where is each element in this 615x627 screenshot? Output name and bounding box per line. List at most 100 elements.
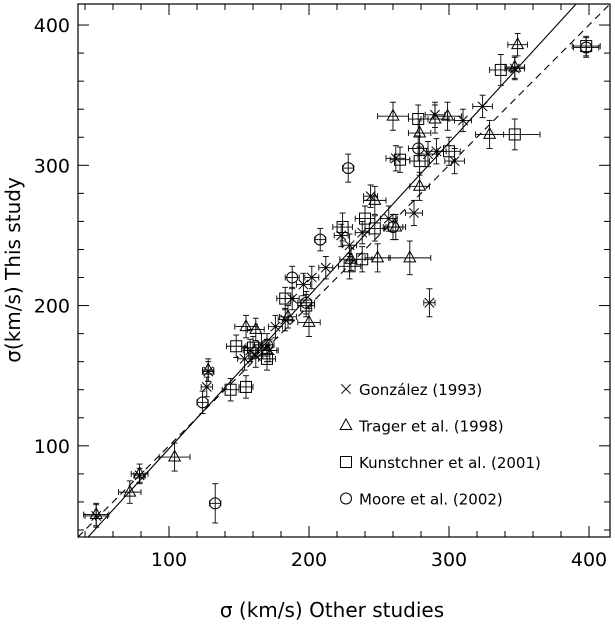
data-point-triangle	[368, 192, 382, 205]
data-point-triangle	[508, 59, 522, 72]
x-tick-label: 200	[291, 549, 327, 571]
data-point-cross	[431, 146, 442, 157]
y-tick-label: 300	[34, 155, 70, 177]
data-point-square	[300, 299, 313, 312]
data-point-cross	[424, 297, 435, 308]
data-point-triangle	[386, 108, 400, 121]
plot-frame	[77, 3, 611, 538]
data-markers	[89, 37, 593, 521]
data-point-triangle	[249, 321, 263, 334]
data-point-square	[412, 113, 425, 126]
y-tick-label: 100	[34, 436, 70, 458]
legend-marker-square	[340, 456, 352, 468]
error-bar	[314, 227, 327, 252]
data-point-triangle	[302, 314, 316, 327]
error-bar	[284, 265, 300, 290]
x-axis-title: σ (km/s) Other studies	[220, 598, 444, 622]
data-point-cross	[357, 227, 368, 238]
data-point-cross	[270, 321, 281, 332]
data-point-triangle	[428, 111, 442, 124]
data-point-triangle	[281, 309, 295, 322]
data-point-square	[230, 340, 243, 353]
error-bar	[377, 101, 409, 131]
error-bar	[238, 375, 254, 399]
data-point-cross	[449, 156, 460, 167]
x-tick-label: 100	[151, 549, 187, 571]
legend-label: Trager et al. (1998)	[358, 418, 504, 436]
data-point-triangle	[510, 37, 525, 50]
data-point-cross	[344, 240, 355, 251]
error-bar	[388, 240, 432, 276]
data-point-square	[279, 292, 292, 305]
y-tick-label: 200	[34, 296, 70, 318]
data-point-circle	[286, 271, 299, 284]
data-point-square	[413, 155, 426, 168]
legend-label: Kunstchner et al. (2001)	[359, 454, 541, 472]
data-point-square	[443, 145, 455, 158]
data-point-cross	[365, 191, 376, 202]
error-bar	[337, 253, 362, 280]
error-bar	[246, 317, 265, 342]
data-point-triangle	[412, 178, 427, 191]
data-point-cross	[280, 314, 291, 325]
error-bar	[433, 101, 463, 131]
data-point-circle	[387, 221, 399, 234]
error-bar	[507, 33, 528, 57]
y-axis-title: σ(km/s) This study	[1, 177, 25, 363]
data-point-square	[261, 352, 273, 365]
data-point-cross	[306, 272, 317, 283]
data-point-circle	[342, 162, 355, 175]
data-point-triangle	[167, 449, 182, 462]
legend-label: González (1993)	[359, 381, 482, 399]
data-point-square	[336, 221, 349, 234]
data-point-circle	[580, 41, 593, 54]
data-point-triangle	[482, 126, 497, 139]
error-bar	[83, 502, 110, 527]
error-bar	[489, 118, 541, 151]
data-point-square	[508, 128, 521, 141]
x-tick-label: 300	[431, 549, 467, 571]
data-point-square	[359, 212, 371, 225]
data-point-cross	[320, 262, 331, 273]
legend: González (1993) Trager et al. (1998) Kunst…	[339, 381, 541, 509]
error-bar	[342, 153, 355, 183]
data-point-triangle	[89, 506, 103, 520]
error-bars	[83, 33, 601, 528]
data-point-triangle	[440, 108, 455, 121]
error-bar	[489, 54, 513, 86]
error-bar	[409, 171, 430, 201]
data-point-square	[368, 222, 381, 235]
data-point-triangle	[239, 318, 253, 332]
error-bar	[297, 307, 321, 337]
data-point-square	[356, 253, 369, 266]
data-point-cross	[408, 207, 420, 219]
error-bar	[437, 136, 461, 166]
data-point-triangle	[370, 250, 385, 263]
axes: 100 200 300 400 100 200 300 400	[34, 3, 611, 571]
error-bar	[209, 483, 222, 524]
data-point-square	[343, 260, 356, 273]
data-point-triangle	[344, 251, 358, 264]
data-point-cross	[457, 115, 469, 126]
data-point-circle	[314, 233, 327, 246]
data-point-circle	[412, 142, 425, 155]
data-point-cross	[239, 353, 250, 364]
error-bar	[158, 442, 191, 472]
error-bar	[573, 37, 600, 58]
data-point-circle	[300, 296, 313, 309]
data-point-cross	[287, 293, 298, 304]
data-point-cross	[298, 279, 309, 290]
data-point-cross	[390, 153, 401, 164]
data-point-square	[494, 63, 507, 76]
error-bar	[389, 146, 411, 173]
error-bar	[297, 291, 316, 315]
y-tick-label: 400	[34, 15, 70, 37]
legend-marker-cross	[340, 383, 352, 395]
data-point-square	[240, 380, 252, 393]
legend-marker-circle	[340, 492, 352, 505]
data-point-circle	[196, 396, 209, 409]
data-point-square	[224, 383, 237, 396]
error-bar	[407, 135, 429, 162]
data-point-triangle	[412, 125, 427, 138]
